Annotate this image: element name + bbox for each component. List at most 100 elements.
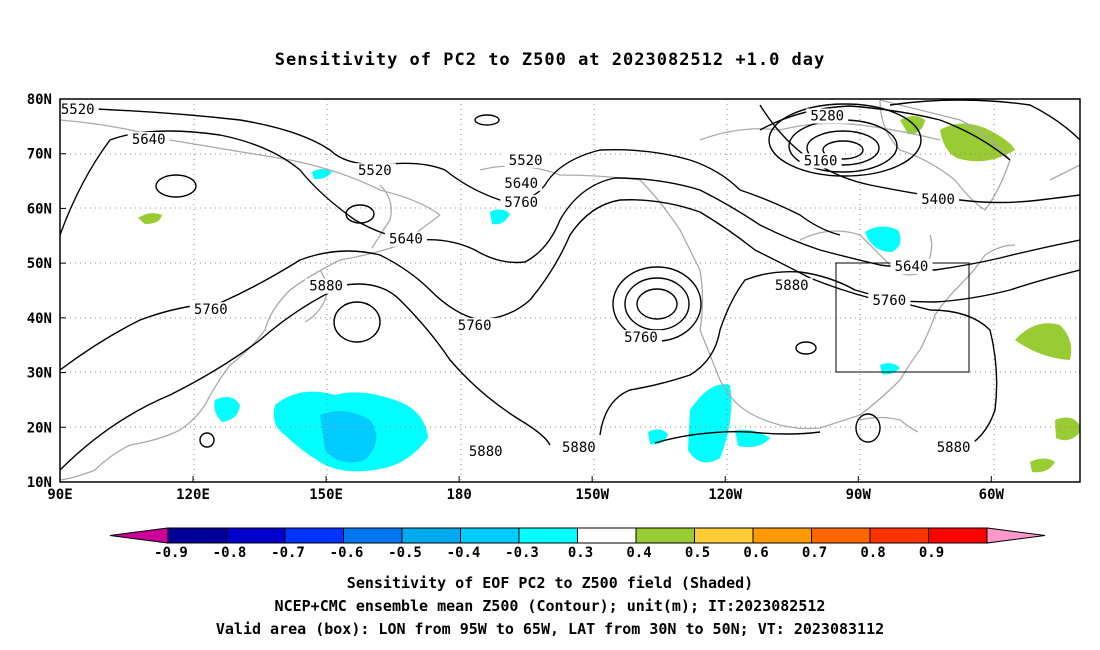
lat-label-80N: 80N [27, 92, 52, 108]
colorbar-segment [518, 527, 578, 544]
contour-5520-west [60, 107, 741, 202]
contour-label-bg [453, 318, 496, 334]
coastlines [60, 99, 1080, 481]
contour-arctic-low-1 [822, 140, 864, 160]
lat-label-40N: 40N [27, 311, 52, 327]
colorbar-segment [226, 527, 286, 544]
contour-high-gulf [795, 341, 817, 355]
contour-label-bg [619, 330, 662, 346]
contour-label-5760: 5760 [194, 302, 228, 318]
contour-label-5520: 5520 [61, 102, 95, 118]
colorbar-segment [343, 527, 403, 544]
colorbar-segment [401, 527, 461, 544]
coast-greenland [879, 99, 1011, 211]
lon-label-120E: 120E [176, 487, 210, 503]
lat-label-70N: 70N [27, 147, 52, 163]
shade-positive-greenland [940, 123, 1015, 162]
lon-label-60W: 60W [979, 487, 1005, 503]
lat-label-10N: 10N [27, 475, 52, 491]
contour-5280 [759, 105, 1011, 161]
colorbar-tick-label: -0.8 [213, 545, 247, 561]
contour-label-5640: 5640 [389, 232, 423, 248]
colorbar-segment [460, 527, 520, 544]
contour-label-bg [305, 278, 348, 294]
shade-negative-hudson [865, 226, 901, 252]
contour-label-5880: 5880 [775, 278, 809, 294]
coast-canada-arctic [699, 122, 941, 141]
contour-label-5880: 5880 [937, 440, 971, 456]
colorbar-tick-label: 0.6 [743, 545, 768, 561]
lon-label-150E: 150E [309, 487, 343, 503]
colorbar-segment [928, 527, 988, 544]
caption-line-1: Sensitivity of EOF PC2 to Z500 field (Sh… [346, 574, 754, 592]
contour-labels: 5520 5640 5520 5520 5640 5760 5280 5160 5400 5640… [56, 101, 975, 460]
colorbar-tick-label: -0.3 [505, 545, 539, 561]
contour-low-epac-2 [624, 277, 690, 331]
contour-5520-tail [739, 189, 841, 236]
shade-negative-mex [735, 429, 770, 447]
contour-label-bg [932, 440, 975, 456]
colorbar-segment [167, 527, 227, 544]
contour-high-wpac [333, 301, 381, 343]
caption-line-3: Valid area (box): LON from 95W to 65W, L… [215, 620, 885, 638]
colorbar-tick-label: 0.5 [685, 545, 710, 561]
contour-label-bg [464, 443, 507, 459]
contour-high-carib [855, 413, 881, 443]
lon-label-90W: 90W [846, 487, 872, 503]
colorbar-tick-label: 0.3 [568, 545, 593, 561]
contour-5880 [60, 283, 551, 471]
contour-label-5520: 5520 [509, 153, 543, 169]
contour-label-bg [189, 302, 232, 318]
lon-label-90E: 90E [47, 487, 72, 503]
contour-label-5160: 5160 [804, 153, 838, 169]
contour-label-5400: 5400 [921, 192, 955, 208]
colorbar-tick-label: 0.7 [802, 545, 827, 561]
colorbar-segment [635, 527, 695, 544]
shade-positive-atlantic-se [1030, 458, 1055, 473]
contour-label-5280: 5280 [810, 109, 844, 125]
sensitivity-shading [138, 116, 1080, 473]
colorbar-segment [577, 527, 637, 544]
coast-eurasia-arctic [60, 119, 441, 216]
colorbar-right-arrow [986, 527, 1046, 544]
lon-label-150W: 150W [575, 487, 609, 503]
contour-5880-east [599, 270, 998, 451]
shade-negative-wpac-core [320, 411, 377, 463]
contour-label-bg [890, 258, 933, 274]
coast-cuba [859, 416, 919, 433]
contour-label-5760: 5760 [624, 330, 658, 346]
shade-negative-taiwan [214, 396, 240, 422]
contour-label-bg [500, 194, 543, 210]
z500-contours [60, 99, 1080, 471]
shade-positive-atlantic [1015, 323, 1072, 360]
contour-label-5520: 5520 [358, 163, 392, 179]
contour-label-bg [868, 292, 911, 308]
coast-east-america [919, 244, 1016, 351]
contour-label-5640: 5640 [895, 259, 929, 275]
contour-low-epac-1 [636, 288, 678, 320]
coast-kamchatka [371, 184, 392, 249]
colorbar-segment [869, 527, 929, 544]
contour-label-bg [557, 440, 600, 456]
graticule [60, 99, 1080, 482]
lat-label-20N: 20N [27, 420, 52, 436]
colorbar-tick-label: -0.6 [330, 545, 364, 561]
contour-low-okhotsk [345, 204, 375, 224]
contour-label-5880: 5880 [562, 440, 596, 456]
contour-label-5760: 5760 [504, 195, 538, 211]
coast-east-asia [60, 214, 441, 481]
contour-high-taiwan [199, 432, 215, 448]
contour-label-bg [504, 152, 547, 168]
shade-positive-siberia [138, 213, 162, 224]
lon-label-180: 180 [446, 487, 471, 503]
contour-label-bg [806, 108, 849, 124]
contour-label-bg [917, 192, 960, 208]
colorbar-tick-label: -0.5 [388, 545, 422, 561]
contour-label-bg [500, 175, 543, 191]
contour-label-5640: 5640 [504, 176, 538, 192]
lon-label-120W: 120W [708, 487, 742, 503]
contour-5880-south [654, 431, 821, 444]
colorbar-tick-label: -0.4 [447, 545, 481, 561]
lat-label-50N: 50N [27, 256, 52, 272]
